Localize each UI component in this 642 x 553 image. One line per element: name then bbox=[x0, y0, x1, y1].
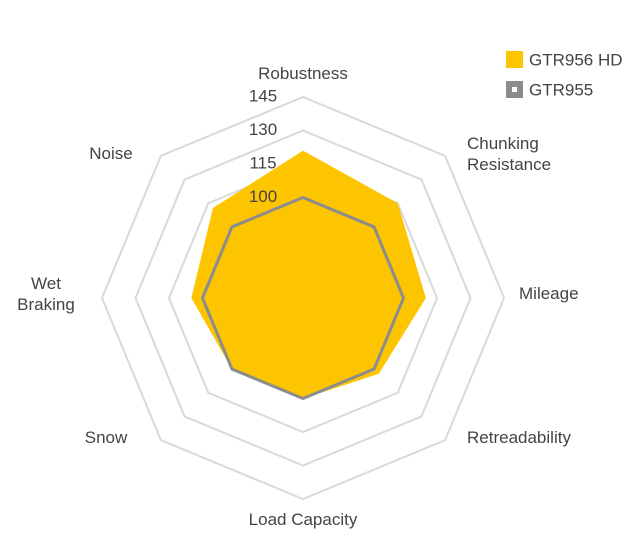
r-tick-label: 130 bbox=[249, 120, 277, 139]
category-label: Wet Braking bbox=[17, 274, 75, 314]
grid-ring bbox=[134, 129, 472, 467]
legend-label: GTR955 bbox=[529, 80, 593, 99]
category-label: Mileage bbox=[519, 284, 579, 303]
category-label: Robustness bbox=[258, 64, 348, 83]
category-label: Load Capacity bbox=[248, 510, 358, 529]
legend-swatch bbox=[506, 51, 523, 68]
r-tick-label: 115 bbox=[249, 153, 276, 172]
series-area bbox=[201, 196, 405, 400]
legend-dot bbox=[512, 87, 517, 92]
category-label: Snow bbox=[84, 428, 128, 447]
category-label: Chunking Resistance bbox=[467, 134, 552, 174]
grid-ring bbox=[167, 162, 439, 434]
category-label: Noise bbox=[89, 144, 133, 163]
series-area bbox=[191, 150, 426, 399]
r-tick-label: 100 bbox=[249, 187, 277, 206]
r-tick-label: 145 bbox=[249, 86, 277, 105]
legend-label: GTR956 HD bbox=[529, 50, 623, 69]
category-label: Retreadability bbox=[467, 428, 571, 447]
grid-ring bbox=[100, 95, 506, 501]
